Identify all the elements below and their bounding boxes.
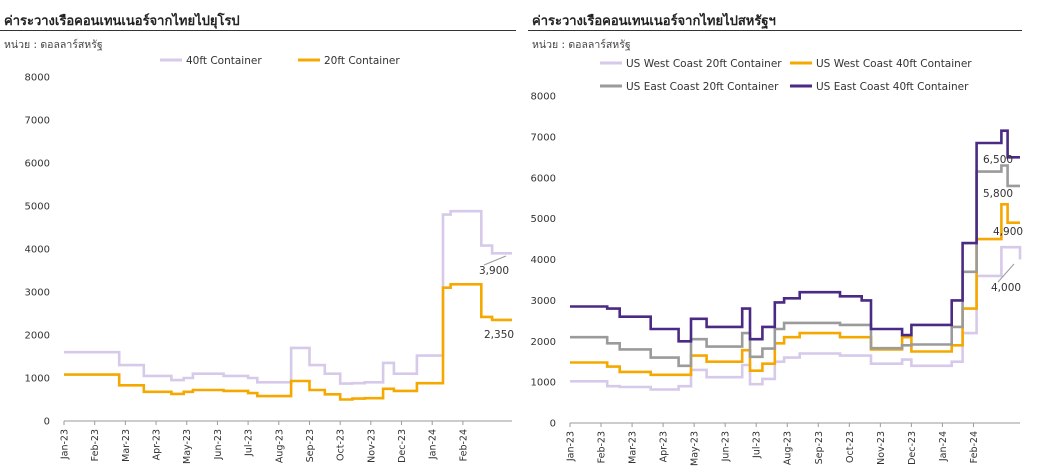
legend-label: US West Coast 40ft Container (816, 58, 972, 70)
unit-label: หน่วย : ดอลลาร์สหรัฐ (4, 39, 103, 51)
x-tick-label: Jan-23 (60, 429, 71, 460)
legend-label: 20ft Container (324, 55, 400, 67)
y-tick-label: 1000 (25, 374, 50, 385)
data-label: 2,350 (484, 329, 514, 341)
x-tick-label: Apr-23 (659, 431, 670, 462)
x-tick-label: Feb-24 (458, 429, 469, 461)
x-tick-label: Aug-23 (274, 429, 285, 463)
x-tick-label: Apr-23 (152, 429, 163, 460)
y-tick-label: 3000 (25, 288, 50, 299)
y-tick-label: 4000 (25, 245, 50, 256)
x-tick-label: Nov-23 (876, 431, 887, 465)
x-tick-label: May-23 (182, 429, 193, 464)
y-tick-label: 5000 (25, 202, 50, 213)
x-tick-label: Dec-23 (907, 431, 918, 465)
y-tick-label: 8000 (531, 92, 556, 103)
x-tick-label: Jan-23 (566, 431, 577, 462)
europe-chart-panel: ค่าระวางเรือคอนเทนเนอร์จากไทยไปยุโรป หน่… (0, 0, 520, 476)
x-tick-label: Feb-24 (969, 431, 980, 463)
data-label: 6,500 (983, 154, 1013, 166)
y-tick-label: 6000 (531, 173, 556, 184)
x-tick-label: Oct-23 (336, 429, 347, 461)
us-chart-panel: ค่าระวางเรือคอนเทนเนอร์จากไทยไปสหรัฐฯ หน… (528, 0, 1055, 476)
x-tick-label: Feb-23 (597, 431, 608, 463)
x-tick-label: Oct-23 (845, 431, 856, 463)
unit-label: หน่วย : ดอลลาร์สหรัฐ (532, 39, 631, 51)
y-tick-label: 0 (550, 419, 556, 430)
y-tick-label: 4000 (531, 255, 556, 266)
x-tick-label: Jul-23 (244, 429, 255, 457)
x-tick-label: Feb-23 (90, 429, 101, 461)
legend-label: US West Coast 20ft Container (626, 58, 782, 70)
y-tick-label: 2000 (25, 331, 50, 342)
x-tick-label: May-23 (690, 431, 701, 466)
series-line (570, 129, 1020, 343)
y-tick-label: 7000 (531, 132, 556, 143)
legend-label: US East Coast 20ft Container (626, 81, 779, 93)
series-line (570, 164, 1020, 368)
y-tick-label: 6000 (25, 159, 50, 170)
x-tick-label: Nov-23 (366, 429, 377, 463)
x-tick-label: Sep-23 (305, 429, 316, 462)
x-tick-label: Jul-23 (752, 431, 763, 459)
x-tick-label: Sep-23 (814, 431, 825, 464)
legend-label: 40ft Container (186, 55, 262, 67)
title-rule (0, 30, 516, 31)
x-tick-label: Jun-23 (213, 429, 224, 460)
series-line (570, 203, 1020, 377)
x-tick-label: Jan-24 (428, 429, 439, 460)
data-label-leader (483, 255, 507, 266)
data-label-leader (997, 263, 1015, 283)
series-line (64, 283, 512, 401)
x-tick-label: Aug-23 (783, 431, 794, 465)
y-tick-label: 5000 (531, 214, 556, 225)
data-label: 4,000 (991, 282, 1021, 294)
data-label: 3,900 (479, 265, 509, 277)
y-tick-label: 1000 (531, 378, 556, 389)
y-tick-label: 8000 (25, 73, 50, 84)
series-line (64, 209, 512, 385)
chart-title: ค่าระวางเรือคอนเทนเนอร์จากไทยไปสหรัฐฯ (532, 14, 776, 29)
data-label: 5,800 (983, 188, 1013, 200)
x-tick-label: Jun-23 (721, 431, 732, 462)
y-tick-label: 7000 (25, 116, 50, 127)
title-rule (528, 30, 1022, 31)
legend-label: US East Coast 40ft Container (816, 81, 969, 93)
chart-title: ค่าระวางเรือคอนเทนเนอร์จากไทยไปยุโรป (4, 14, 240, 29)
x-tick-label: Mar-23 (121, 429, 132, 462)
x-tick-label: Dec-23 (397, 429, 408, 463)
y-tick-label: 3000 (531, 296, 556, 307)
europe-freight-chart: 0 1000 2000 3000 4000 5000 6000 7000 8000 Jan-23 F… (25, 55, 515, 464)
series-line (570, 245, 1022, 391)
us-freight-chart: 0 1000 2000 3000 4000 5000 6000 7000 8000 Jan-23 F… (531, 58, 1024, 466)
y-tick-label: 2000 (531, 337, 556, 348)
data-label: 4,900 (993, 226, 1023, 238)
x-tick-label: Jan-24 (938, 431, 949, 462)
y-tick-label: 0 (44, 417, 50, 428)
x-tick-label: Mar-23 (628, 431, 639, 464)
